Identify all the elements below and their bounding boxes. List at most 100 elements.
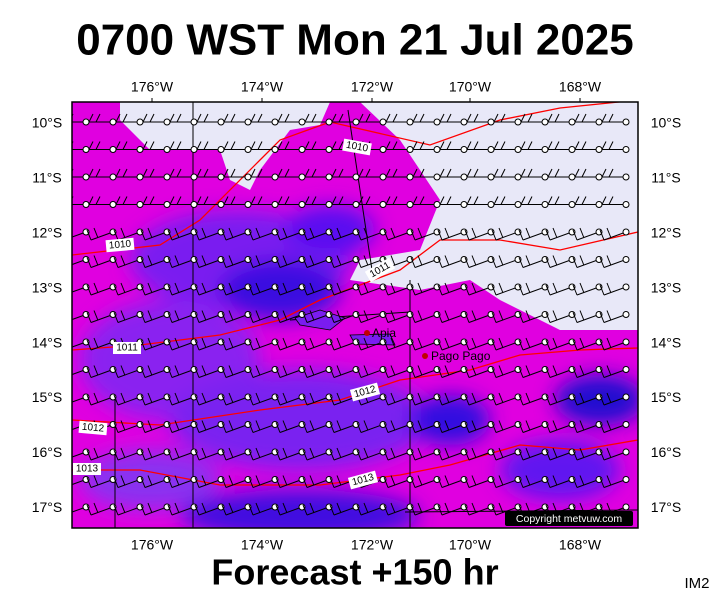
station [217,173,225,181]
barb [464,392,492,406]
station [595,146,603,153]
barb [491,475,519,488]
barb [302,365,330,378]
barb [437,282,465,296]
station [325,146,333,153]
barb [437,447,465,461]
barb [385,141,410,150]
barb [142,141,167,150]
station [352,118,360,126]
barb [518,255,546,268]
station [82,173,90,181]
station [352,173,360,181]
station [433,146,441,153]
barb [113,420,141,433]
barb [383,447,411,461]
station [514,173,522,181]
station [622,476,630,483]
station [325,201,333,208]
barb [439,141,464,150]
copyright: Copyright metvuw.com [516,513,622,525]
barb [410,337,438,351]
barb [331,113,356,123]
barb [599,365,627,378]
barb [464,502,492,516]
barb [302,282,330,296]
station [190,201,198,208]
barb [86,392,114,406]
barb [410,365,438,378]
barb [248,420,276,433]
barb [599,447,627,461]
barb [410,420,438,433]
barb [491,365,519,378]
station [622,338,630,346]
station [622,146,630,153]
barb [491,392,519,406]
barb [140,227,168,241]
station [244,146,252,153]
barb [304,196,329,205]
barb [572,227,600,241]
barb [572,337,600,351]
longitude-label: 174°W [241,537,284,553]
barb [410,227,438,241]
barb [277,168,302,178]
latitude-label: 12°S [32,225,63,241]
station [325,173,333,181]
barb [275,282,303,296]
barb [72,396,87,403]
station [595,118,603,126]
isobar-label-text: 1010 [108,239,132,252]
barb [113,255,141,268]
barb [520,196,545,205]
barb [329,310,357,323]
barb [194,365,222,378]
station [460,173,468,181]
barb [167,420,195,433]
isobar-label-text: 1011 [116,343,138,354]
station [622,311,630,318]
longitude-label: 174°W [241,79,284,95]
barb [194,282,222,296]
barb [167,255,195,268]
station [379,201,387,208]
barb [437,227,465,241]
barb [412,113,437,123]
longitude-label: 170°W [449,79,492,95]
barb [383,227,411,241]
station [514,118,522,126]
barb [545,282,573,296]
barb [383,475,411,488]
station [271,146,279,153]
barb [356,447,384,461]
barb [329,255,357,268]
barb [113,392,141,406]
barb [439,113,464,123]
barb [194,310,222,323]
station [406,173,414,181]
barb [410,475,438,488]
barb [572,365,600,378]
barb [518,420,546,433]
station [622,173,630,181]
barb [275,392,303,406]
barb [410,502,438,516]
barb [437,475,465,488]
barb [466,168,491,178]
field [72,102,638,528]
barb [221,420,249,433]
barb [356,420,384,433]
barb [250,196,275,205]
barb [221,337,249,351]
isobar-label-box [78,420,108,436]
isobar-label-box [347,470,379,490]
station [514,146,522,153]
isobar-label-box [105,237,135,253]
barb [275,365,303,378]
barb [140,447,168,461]
station [541,146,549,153]
barb [86,282,114,296]
barb [356,255,384,268]
